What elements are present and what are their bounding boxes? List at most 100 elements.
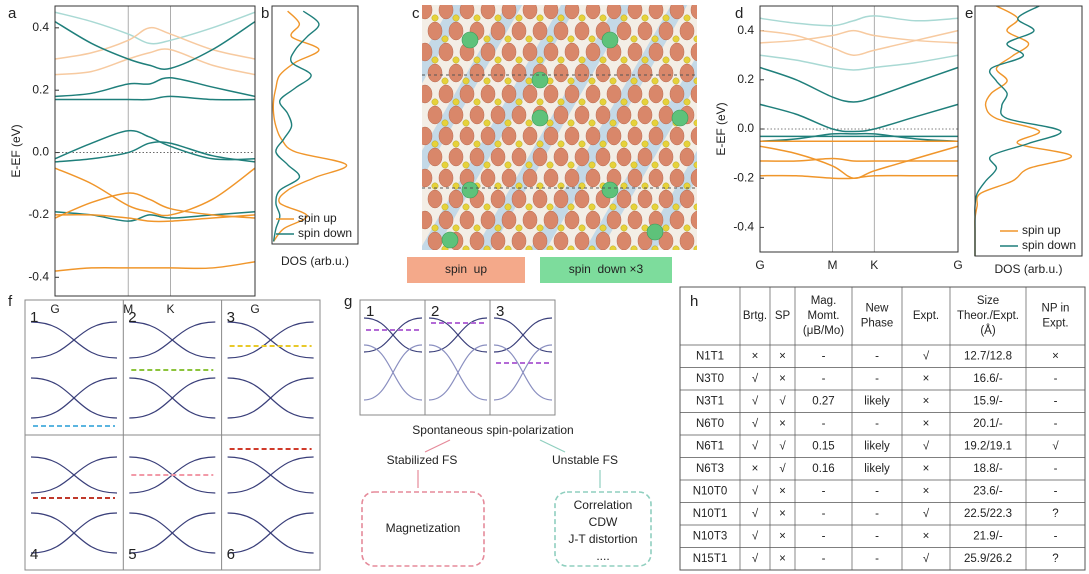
panel-frame — [360, 300, 555, 415]
spin-up-lobe — [586, 43, 600, 61]
spin-up-lobe — [502, 43, 516, 61]
table-cell: √ — [752, 394, 759, 407]
spin-up-lobe — [575, 106, 589, 124]
table-cell: N6T1 — [696, 440, 724, 452]
band-line — [55, 168, 255, 215]
table-cell: √ — [923, 349, 930, 362]
table-cell: × — [779, 508, 786, 520]
spin-up-lobe — [544, 85, 558, 103]
spin-up-lobe — [628, 169, 642, 187]
panel-label: e — [965, 5, 973, 22]
outcome-text: Magnetization — [386, 521, 461, 535]
atom — [600, 99, 606, 105]
table-cell: × — [752, 463, 759, 475]
atom — [663, 57, 669, 63]
atom — [715, 204, 721, 210]
spin-down-lobe — [532, 72, 548, 88]
spin-up-lobe — [533, 22, 547, 40]
spin-up-lobe — [418, 43, 432, 61]
legend-label: spin up — [298, 211, 337, 225]
band-line — [760, 68, 958, 102]
spin-up-lobe — [628, 211, 642, 229]
band-line — [760, 104, 958, 131]
spin-up-lobe — [701, 106, 715, 124]
atom — [537, 15, 543, 21]
spin-up-lobe — [481, 43, 495, 61]
atom — [694, 78, 700, 84]
panel-label: h — [690, 293, 698, 310]
y-tick-label: -0.4 — [28, 269, 49, 283]
spin-down-lobe — [672, 110, 688, 126]
spin-up-lobe — [512, 190, 526, 208]
table-cell: - — [822, 553, 826, 565]
atom — [684, 57, 690, 63]
spin-up-lobe — [701, 148, 715, 166]
atom — [600, 141, 606, 147]
spin-up-lobe — [502, 169, 516, 187]
spin-up-lobe — [460, 127, 474, 145]
table-cell: ? — [1052, 553, 1058, 565]
atom — [600, 57, 606, 63]
spin-up-lobe — [691, 211, 705, 229]
schematic-band — [494, 345, 552, 400]
spin-up-lobe — [649, 127, 663, 145]
spin-up-lobe — [491, 106, 505, 124]
spin-up-lobe — [596, 64, 610, 82]
table-cell: × — [923, 485, 930, 497]
spin-up-lobe — [460, 211, 474, 229]
table-header: Expt. — [913, 310, 939, 322]
atom — [463, 78, 469, 84]
spin-up-lobe — [691, 1, 705, 19]
spin-up-lobe — [659, 106, 673, 124]
legend-label: spin up — [1022, 223, 1061, 237]
band-line — [55, 78, 255, 97]
spin-up-lobe — [628, 85, 642, 103]
sub-label: 5 — [128, 546, 136, 563]
atom — [442, 78, 448, 84]
spin-up-lobe — [649, 169, 663, 187]
spin-up-lobe — [586, 127, 600, 145]
table-cell: 15.9/- — [973, 395, 1003, 407]
atom — [537, 141, 543, 147]
spin-up-lobe — [449, 22, 463, 40]
spin-up-lobe — [586, 85, 600, 103]
atom — [673, 36, 679, 42]
spin-up-lobe — [617, 148, 631, 166]
schematic-band — [429, 345, 487, 400]
atom — [589, 204, 595, 210]
spin-up-lobe — [481, 85, 495, 103]
band-line — [760, 159, 958, 162]
atom — [453, 225, 459, 231]
atom — [621, 225, 627, 231]
spin-up-lobe — [428, 232, 442, 250]
spin-up-lobe — [418, 211, 432, 229]
spin-up-lobe — [670, 169, 684, 187]
spin-up-lobe — [565, 127, 579, 145]
atom — [621, 15, 627, 21]
atom — [579, 99, 585, 105]
table-cell: likely — [864, 440, 890, 452]
atom — [568, 246, 574, 252]
flow-branch: Stabilized FS — [387, 453, 458, 467]
y-tick-label: 0.0 — [32, 145, 49, 159]
spin-up-lobe — [691, 43, 705, 61]
x-tick-label: G — [250, 302, 259, 316]
table-cell: 20.1/- — [973, 418, 1003, 430]
schematic-band — [129, 513, 215, 553]
spin-up-lobe — [680, 22, 694, 40]
table-cell: √ — [779, 394, 786, 407]
spin-up-lobe — [691, 169, 705, 187]
atom — [505, 36, 511, 42]
spin-down-lobe — [602, 32, 618, 48]
atom — [463, 162, 469, 168]
spin-up-lobe — [491, 64, 505, 82]
atom — [516, 141, 522, 147]
atom — [589, 120, 595, 126]
spin-up-lobe — [481, 169, 495, 187]
atom — [453, 99, 459, 105]
atom — [652, 162, 658, 168]
spin-up-lobe — [439, 211, 453, 229]
atom — [568, 204, 574, 210]
atom — [495, 141, 501, 147]
spin-up-lobe — [617, 106, 631, 124]
